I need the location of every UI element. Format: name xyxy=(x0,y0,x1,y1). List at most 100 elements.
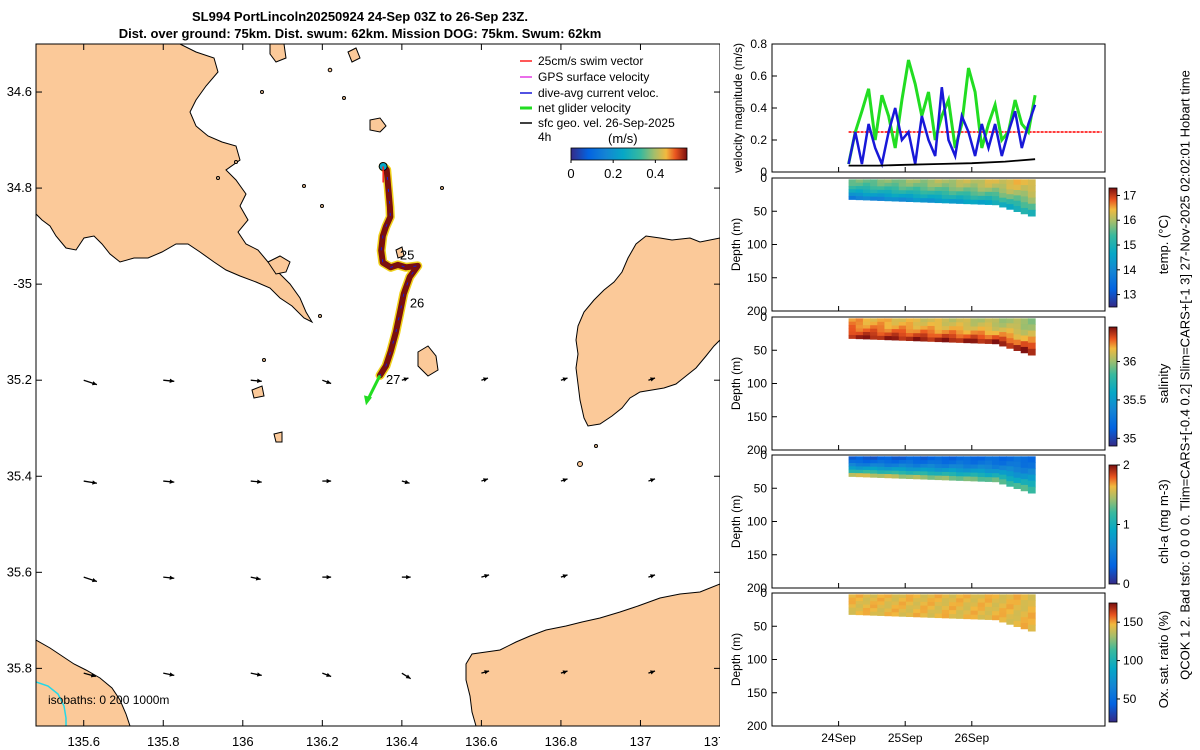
section-cell xyxy=(1006,619,1015,625)
geo-vector-head xyxy=(257,378,262,384)
section-cell xyxy=(862,325,871,330)
section-cell xyxy=(999,617,1007,623)
section-cell xyxy=(977,199,986,205)
section-cell xyxy=(855,463,864,468)
section-cell xyxy=(891,612,900,617)
section-cell xyxy=(920,609,929,614)
section-cell xyxy=(977,610,986,616)
section-colorbar-label: Ox. sat. ratio (%) xyxy=(1156,611,1171,709)
section-cell xyxy=(956,326,964,331)
section-cell xyxy=(1027,462,1036,470)
section-cell xyxy=(870,473,878,478)
section-cell xyxy=(1006,594,1015,600)
section-cell xyxy=(877,608,886,613)
section-cell xyxy=(920,186,929,192)
section-cell xyxy=(898,594,907,599)
section-cell xyxy=(934,194,943,200)
section-cell xyxy=(949,195,957,200)
section-cell xyxy=(870,186,878,191)
section-cell xyxy=(891,474,900,479)
section-colorbar xyxy=(1108,326,1118,447)
section-cell xyxy=(862,186,871,191)
section-cell xyxy=(927,471,936,476)
section-cell xyxy=(1027,594,1036,602)
section-cell xyxy=(963,610,972,616)
section-cell xyxy=(934,322,943,327)
section-cell xyxy=(956,199,964,204)
section-cell xyxy=(920,594,929,599)
geo-vector-head xyxy=(650,478,656,483)
section-cell xyxy=(1013,195,1022,202)
section-cell xyxy=(992,598,1000,604)
section-cell xyxy=(963,195,972,201)
section-cell xyxy=(913,197,921,203)
geo-vector-head xyxy=(404,479,410,485)
section-cell xyxy=(1027,624,1036,632)
section-cell xyxy=(1020,207,1029,215)
section-cell xyxy=(949,614,957,619)
section-cell xyxy=(855,318,864,323)
section-cell xyxy=(949,330,957,335)
section-cell xyxy=(848,456,857,461)
section-cell xyxy=(1013,615,1022,622)
section-cell xyxy=(884,332,893,337)
section-cell xyxy=(927,605,936,611)
section-cell xyxy=(941,613,950,619)
section-cell xyxy=(977,322,986,328)
section-cell xyxy=(891,182,900,188)
section-cell xyxy=(934,602,943,607)
section-cell xyxy=(941,475,950,481)
velocity-ylabel: velocity magnitude (m/s) xyxy=(731,43,745,173)
section-cell xyxy=(913,463,921,469)
time-axis: 24Sep 25Sep 26Sep xyxy=(821,167,989,745)
section-y-tick-label: 100 xyxy=(747,377,767,391)
map-y-tick-label: 35.8 xyxy=(7,660,32,675)
land-group xyxy=(36,44,720,726)
section-cell xyxy=(984,464,993,470)
section-y-tick-label: 150 xyxy=(747,271,767,285)
map-y-tick-label: 35.6 xyxy=(7,564,32,579)
section-cell xyxy=(992,460,1000,466)
section-cell xyxy=(891,597,900,603)
section-cell xyxy=(920,190,929,196)
section-ylabel: Depth (m) xyxy=(729,218,743,271)
geo-vector-head xyxy=(255,576,261,581)
section-cell xyxy=(1020,196,1029,203)
section-cell xyxy=(956,191,964,196)
section-cell xyxy=(891,594,900,599)
section-cell xyxy=(913,609,921,614)
section-cell xyxy=(1027,203,1036,211)
velocity-frame xyxy=(771,43,1106,173)
section-cell xyxy=(977,318,986,324)
map-y-tick-label: -35 xyxy=(13,276,32,291)
section-cell xyxy=(934,467,943,473)
section-cell xyxy=(970,326,979,332)
section-cell xyxy=(1013,461,1022,468)
section-cell xyxy=(920,460,929,465)
section-cell xyxy=(905,598,914,603)
section-cell xyxy=(992,322,1000,328)
section-cell xyxy=(862,601,871,606)
section-cell xyxy=(877,466,886,471)
section-cell xyxy=(877,463,886,468)
section-cell xyxy=(891,318,900,323)
section-cell xyxy=(877,328,886,333)
section-cell xyxy=(920,601,929,607)
section-cell xyxy=(977,594,986,600)
section-cell xyxy=(984,183,993,189)
section-cell xyxy=(999,470,1007,476)
section-cell xyxy=(870,328,878,333)
section-y-tick-label: 100 xyxy=(747,515,767,529)
geo-vector-head xyxy=(650,670,656,675)
section-cell xyxy=(891,190,900,195)
section-ylabel: Depth (m) xyxy=(729,633,743,686)
section-cell xyxy=(898,329,907,334)
section-cell xyxy=(1006,614,1015,620)
section-cell xyxy=(963,594,972,599)
velocity-y-tick-label: 0 xyxy=(760,165,767,179)
map-x-tick-label: 136.2 xyxy=(306,734,339,749)
geo-vector-head xyxy=(562,670,568,675)
section-cell xyxy=(949,464,957,469)
section-cell xyxy=(905,467,914,472)
section-y-tick-label: 0 xyxy=(760,448,767,462)
